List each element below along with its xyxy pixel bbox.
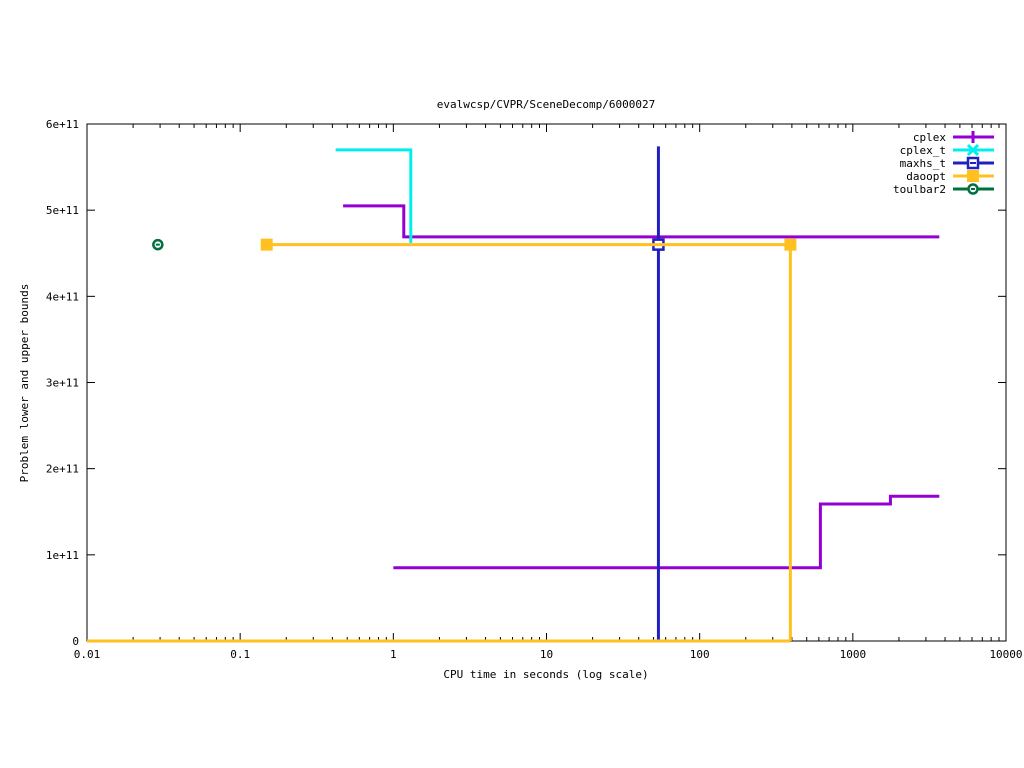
x-tick-label: 100 bbox=[690, 648, 710, 661]
y-tick-label: 3e+11 bbox=[46, 377, 79, 390]
legend-label-toulbar2: toulbar2 bbox=[893, 183, 946, 196]
legend-label-maxhs_t: maxhs_t bbox=[900, 157, 946, 170]
series-line-cplex bbox=[393, 494, 940, 570]
x-tick-label: 10000 bbox=[989, 648, 1022, 661]
y-tick-label: 1e+11 bbox=[46, 549, 79, 562]
y-tick-label: 6e+11 bbox=[46, 118, 79, 131]
x-tick-label: 1 bbox=[390, 648, 397, 661]
legend-label-cplex: cplex bbox=[913, 131, 946, 144]
y-tick-label: 2e+11 bbox=[46, 463, 79, 476]
series-line-daoopt bbox=[266, 243, 792, 641]
chart-title: evalwcsp/CVPR/SceneDecomp/6000027 bbox=[437, 98, 656, 111]
series-line-cplex bbox=[343, 204, 940, 239]
x-axis-label: CPU time in seconds (log scale) bbox=[443, 668, 648, 681]
series-line-cplex_t bbox=[335, 148, 413, 243]
x-tick-label: 0.1 bbox=[230, 648, 250, 661]
y-axis-label: Problem lower and upper bounds bbox=[18, 284, 31, 483]
legend-marker-cplex_t bbox=[966, 143, 980, 157]
legend-marker-daoopt bbox=[967, 170, 979, 182]
plot-frame bbox=[86, 123, 1007, 642]
data-point-daoopt bbox=[260, 238, 273, 251]
data-point-daoopt bbox=[784, 238, 797, 251]
legend-label-cplex_t: cplex_t bbox=[900, 144, 946, 157]
x-tick-label: 10 bbox=[540, 648, 553, 661]
y-tick-label: 0 bbox=[72, 635, 79, 648]
x-tick-label: 0.01 bbox=[74, 648, 101, 661]
legend-marker-cplex bbox=[967, 131, 979, 143]
x-tick-label: 1000 bbox=[840, 648, 867, 661]
y-tick-label: 5e+11 bbox=[46, 204, 79, 217]
legend-label-daoopt: daoopt bbox=[906, 170, 946, 183]
y-tick-label: 4e+11 bbox=[46, 290, 79, 303]
